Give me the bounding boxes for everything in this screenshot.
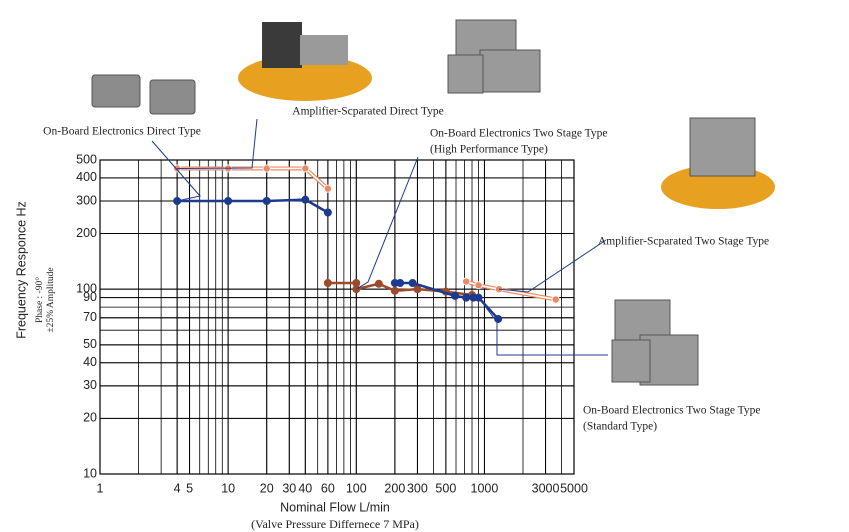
data-point [263,197,270,204]
series-label-note: (High Performance Type) [430,144,548,156]
data-point [552,296,559,303]
chart: Frequency Responce Hz Phase : -90° ±25% … [0,0,849,532]
x-tick-label: 5 [186,481,193,495]
data-point [263,165,270,172]
series [174,165,332,192]
plot-frame [100,160,574,474]
y-tick-label: 100 [76,281,97,295]
x-tick-label: 30 [282,481,296,495]
data-point [324,185,331,192]
y-axis-label: Frequency Responce Hz [14,201,28,339]
data-point [475,282,482,289]
data-point [414,286,421,293]
data-point [451,292,458,299]
series-label: Amplifier-Scparated Direct Type [292,106,443,118]
y-tick-label: 70 [83,310,97,324]
x-tick-label: 40 [298,481,312,495]
x-tick-label: 1 [97,481,104,495]
y-tick-label: 200 [76,226,97,240]
data-point [225,197,232,204]
x-axis-label: Nominal Flow L/min [280,500,390,514]
x-tick-label: 3000 [532,481,560,495]
data-point [495,315,502,322]
series-label: Amplifier-Scparated Two Stage Type [598,236,769,248]
y-axis-note: Phase : -90° [34,277,45,323]
x-tick-label: 60 [321,481,335,495]
x-tick-label: 200 [384,481,405,495]
y-tick-label: 300 [76,193,97,207]
leader-line [499,240,606,292]
data-point [409,279,416,286]
series-label: On-Board Electronics Two Stage Type [430,128,607,140]
x-tick-label: 10 [221,481,235,495]
x-tick-label: 500 [435,481,456,495]
y-tick-label: 20 [83,411,97,425]
data-point [302,196,309,203]
data-point [463,278,470,285]
data-point [397,279,404,286]
leader-line [479,298,608,355]
y-tick-label: 10 [83,466,97,480]
x-tick-label: 100 [346,481,367,495]
y-tick-label: 500 [76,152,97,166]
x-tick-label: 5000 [560,481,588,495]
x-tick-label: 4 [174,481,181,495]
y-tick-label: 50 [83,337,97,351]
series-label: On-Board Electronics Two Stage Type [583,405,760,417]
y-tick-label: 400 [76,170,97,184]
x-tick-label: 20 [260,481,274,495]
y-tick-label: 40 [83,355,97,369]
x-axis-note: (Valve Pressure Differnece 7 MPa) [251,517,419,531]
data-point [375,280,382,287]
data-point [463,294,470,301]
series [174,196,332,216]
data-point [391,287,398,294]
y-axis-note: ±25% Amplitude [46,267,56,332]
series-label: On-Board Electronics Direct Type [43,126,201,138]
x-tick-label: 1000 [471,481,499,495]
leader-line [356,157,418,289]
series-label-note: (Standard Type) [583,421,657,433]
data-point [302,165,309,172]
data-point [324,279,331,286]
y-tick-label: 30 [83,378,97,392]
x-tick-label: 300 [407,481,428,495]
data-point [324,209,331,216]
